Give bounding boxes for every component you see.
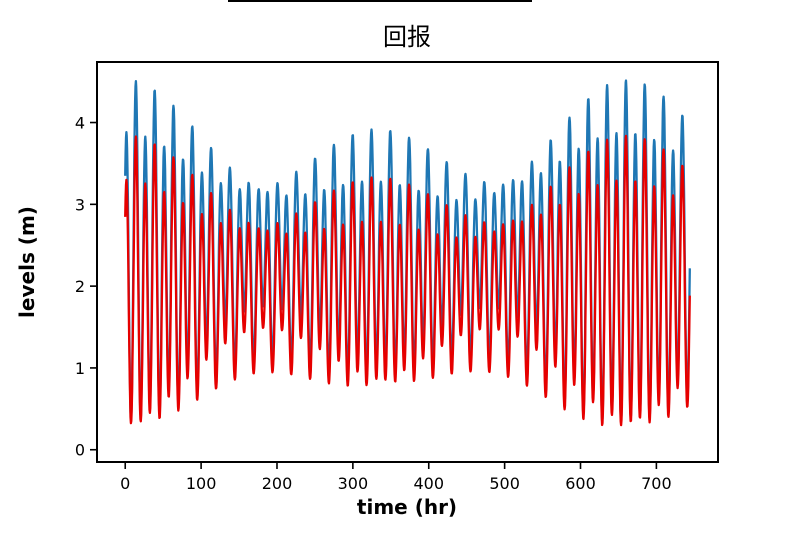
y-tick-label: 3 <box>75 195 85 214</box>
x-tick-label: 0 <box>120 474 130 493</box>
y-tick-label: 0 <box>75 441 85 460</box>
x-tick-label: 200 <box>262 474 293 493</box>
x-tick-label: 700 <box>641 474 672 493</box>
chart-title: 回报 <box>383 23 431 51</box>
screen-edge-artifact <box>228 0 532 2</box>
x-axis-label: time (hr) <box>357 495 457 519</box>
x-tick-label: 300 <box>338 474 369 493</box>
x-tick-label: 600 <box>565 474 596 493</box>
series-red <box>124 134 691 427</box>
y-axis-label: levels (m) <box>15 206 39 318</box>
y-tick-label: 4 <box>75 114 85 133</box>
y-tick-label: 1 <box>75 359 85 378</box>
x-tick-label: 400 <box>413 474 444 493</box>
y-tick-label: 2 <box>75 277 85 296</box>
x-tick-label: 100 <box>186 474 217 493</box>
axes-box <box>96 61 719 463</box>
x-tick-label: 500 <box>489 474 520 493</box>
